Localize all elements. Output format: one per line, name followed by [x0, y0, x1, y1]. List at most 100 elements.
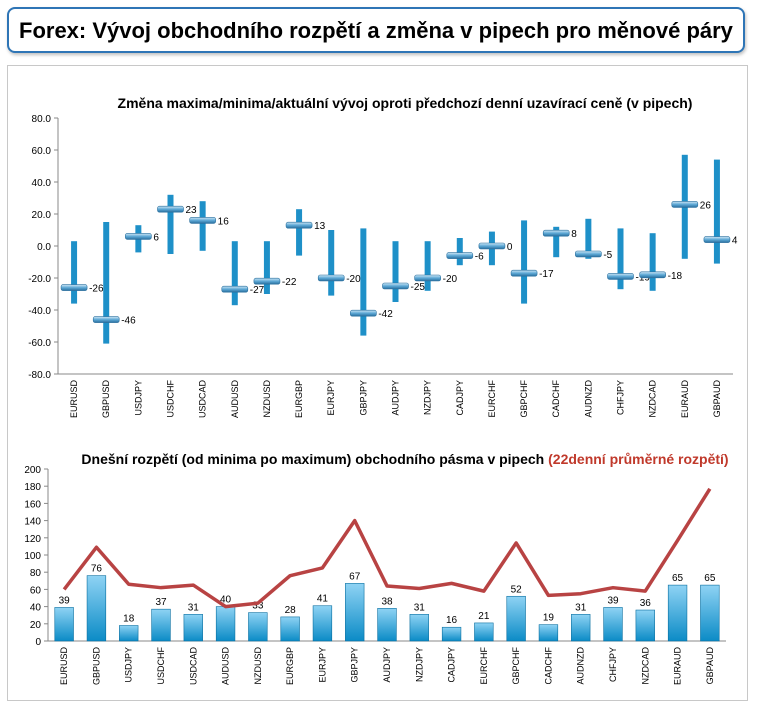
category-label: AUDUSD	[221, 647, 231, 686]
value-label: 65	[672, 573, 684, 584]
current-marker	[607, 273, 634, 280]
y-tick-label: 0	[35, 637, 41, 648]
range-bar	[263, 241, 270, 294]
y-tick-label: 120	[24, 534, 41, 545]
value-label: 8	[571, 229, 577, 240]
value-label: 4	[732, 236, 738, 247]
range-bar	[603, 607, 623, 642]
category-label: GBPUSD	[101, 380, 111, 419]
current-marker	[671, 201, 699, 208]
range-bar	[506, 595, 526, 642]
current-marker	[60, 284, 88, 291]
current-marker	[350, 309, 377, 317]
range-bar	[199, 201, 206, 251]
range-bar	[635, 609, 655, 642]
category-label: GBPUSD	[91, 647, 101, 686]
value-label: 52	[511, 584, 523, 595]
range-bar	[54, 607, 74, 642]
page-title-box: Forex: Vývoj obchodního rozpětí a změna …	[7, 7, 745, 53]
y-tick-label: -20.0	[28, 274, 51, 285]
range-bar	[424, 241, 431, 291]
y-tick-label: 160	[24, 499, 41, 510]
page-title: Forex: Vývoj obchodního rozpětí a změna …	[19, 18, 733, 43]
range-bar	[713, 159, 720, 264]
range-bar	[456, 238, 463, 266]
value-label: -20	[443, 274, 458, 285]
value-label: -5	[603, 250, 612, 261]
average-range-line	[62, 487, 712, 609]
range-bar	[151, 608, 171, 642]
change-chart-title: Změna maxima/minima/aktuální vývoj oprot…	[118, 95, 693, 111]
category-label: EURAUD	[673, 647, 683, 686]
range-bar	[667, 584, 688, 642]
charts-panel: Změna maxima/minima/aktuální vývoj oprot…	[7, 65, 748, 701]
value-label: 16	[218, 216, 230, 227]
range-bar	[86, 575, 107, 642]
category-label: EURUSD	[59, 647, 69, 686]
value-label: 19	[543, 613, 555, 624]
category-label: USDCAD	[198, 380, 208, 419]
current-marker	[317, 274, 345, 282]
value-label: 28	[285, 605, 297, 616]
y-tick-label: 20.0	[32, 210, 52, 221]
current-marker	[446, 252, 474, 259]
category-label: EURGBP	[294, 380, 304, 418]
value-label: 67	[349, 571, 361, 582]
value-label: 37	[155, 597, 167, 608]
value-label: 31	[575, 602, 587, 613]
y-tick-label: 60.0	[32, 146, 52, 157]
current-marker	[703, 236, 731, 243]
range-bar	[700, 584, 720, 642]
range-bar	[553, 226, 560, 258]
category-label: CHFJPY	[616, 380, 626, 415]
y-tick-label: 80	[30, 568, 42, 579]
value-label: 6	[153, 232, 159, 243]
value-label: 39	[59, 595, 71, 606]
current-marker	[157, 205, 184, 213]
category-label: CADCHF	[551, 379, 561, 417]
value-label: 41	[317, 594, 329, 605]
value-label: -17	[539, 269, 554, 280]
category-label: EURJPY	[317, 647, 327, 683]
range-bar	[167, 194, 174, 254]
category-label: USDJPY	[124, 647, 134, 683]
range-bar	[312, 605, 333, 642]
y-tick-label: -60.0	[28, 338, 51, 349]
category-label: CADCHF	[543, 646, 553, 684]
category-label: EURJPY	[326, 380, 336, 416]
range-bar	[71, 241, 78, 304]
category-label: EURCHF	[479, 646, 489, 684]
category-label: GBPCHF	[511, 647, 521, 685]
range-bar	[538, 624, 559, 642]
value-label: -46	[121, 316, 136, 327]
y-tick-label: 200	[24, 465, 41, 476]
y-tick-label: 180	[24, 482, 41, 493]
current-marker	[414, 274, 441, 282]
value-label: -26	[89, 284, 104, 295]
range-bar	[474, 622, 494, 642]
current-marker	[92, 316, 120, 323]
category-label: GBPJPY	[358, 380, 368, 416]
value-label: 23	[186, 205, 198, 216]
y-tick-label: 60	[30, 585, 42, 596]
category-label: CADJPY	[447, 647, 457, 683]
value-label: -22	[282, 277, 297, 288]
current-marker	[542, 229, 570, 237]
change-chart: Změna maxima/minima/aktuální vývoj oprot…	[28, 95, 738, 419]
range-bar	[280, 616, 300, 642]
value-label: 39	[607, 595, 619, 606]
range-bar	[585, 218, 592, 259]
value-label: 38	[381, 596, 393, 607]
y-tick-label: 40.0	[32, 178, 52, 189]
range-bar	[649, 233, 656, 291]
y-tick-label: 20	[30, 620, 42, 631]
value-label: -25	[411, 282, 426, 293]
y-tick-label: 40	[30, 603, 42, 614]
category-label: AUDNZD	[583, 380, 593, 418]
category-label: GBPJPY	[350, 647, 360, 683]
value-label: 65	[704, 573, 716, 584]
category-label: CADJPY	[455, 380, 465, 416]
current-marker	[575, 250, 602, 258]
range-bar	[392, 241, 399, 302]
value-label: 40	[220, 595, 232, 606]
